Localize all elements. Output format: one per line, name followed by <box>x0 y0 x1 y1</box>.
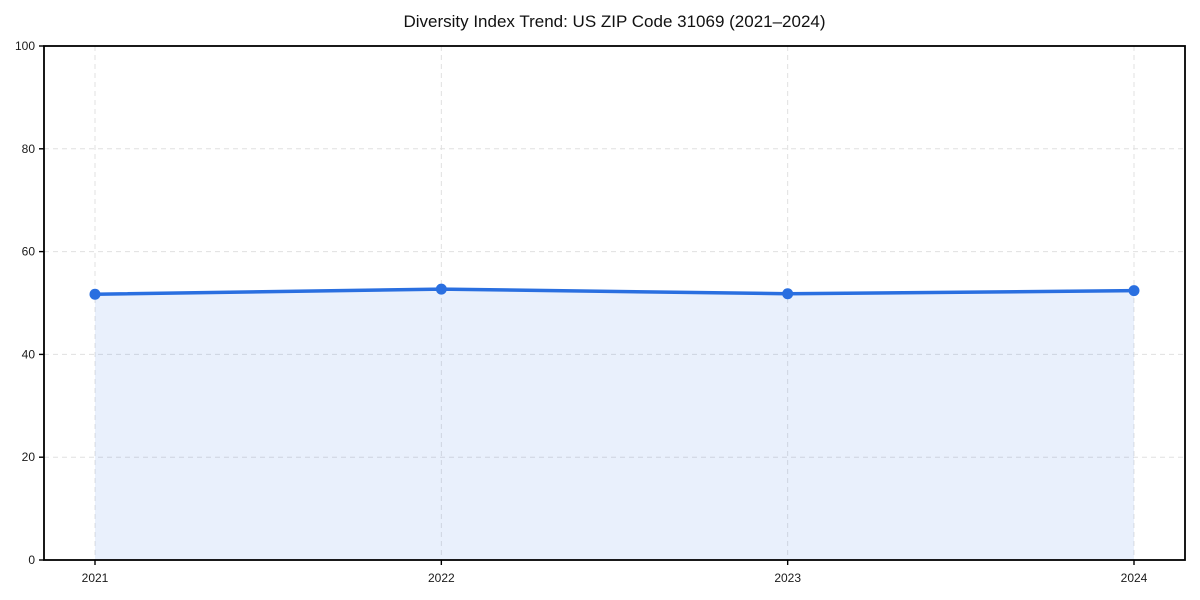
y-tick-label: 0 <box>28 553 35 567</box>
x-tick-label: 2022 <box>428 571 455 585</box>
data-point <box>435 283 447 295</box>
y-tick-label: 100 <box>15 39 35 53</box>
x-tick-label: 2021 <box>82 571 109 585</box>
data-point <box>1128 285 1140 297</box>
trend-line <box>93 287 1136 297</box>
y-tick-label: 40 <box>22 347 36 361</box>
plot-border <box>43 45 1186 561</box>
x-tick-label: 2023 <box>774 571 801 585</box>
y-tick-label: 80 <box>22 142 36 156</box>
data-point <box>89 288 101 300</box>
chart-title: Diversity Index Trend: US ZIP Code 31069… <box>403 12 826 31</box>
y-tick-label: 60 <box>22 245 36 259</box>
data-point <box>782 288 794 300</box>
x-tick-label: 2024 <box>1121 571 1148 585</box>
y-tick-label: 20 <box>22 450 36 464</box>
area-fill <box>95 289 1134 560</box>
